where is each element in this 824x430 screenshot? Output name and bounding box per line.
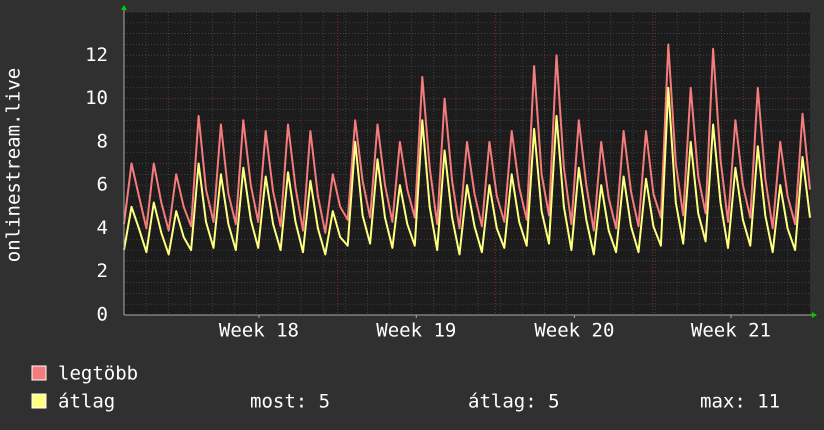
x-tick-label: Week 20 [534, 320, 614, 342]
y-tick-label: 4 [97, 217, 108, 239]
legend-label: legtöbb [58, 363, 138, 385]
axis-arrow [121, 5, 127, 10]
y-tick-label: 0 [97, 304, 108, 326]
y-axis-label: onlinestream.live [3, 68, 25, 262]
y-tick-label: 8 [97, 130, 108, 152]
legend-swatch [31, 393, 47, 409]
x-tick-label: Week 18 [219, 320, 299, 342]
stat-label: átlag: 5 [468, 391, 560, 413]
series-line [123, 86, 811, 256]
legend-swatch [31, 365, 47, 381]
y-tick-label: 10 [85, 87, 108, 109]
x-tick-label: Week 21 [691, 320, 771, 342]
y-tick-label: 12 [85, 44, 108, 66]
y-tick-label: 6 [97, 174, 108, 196]
x-tick-label: Week 19 [376, 320, 456, 342]
y-tick-label: 2 [97, 260, 108, 282]
axis-arrow [812, 312, 817, 318]
stat-label: most: 5 [250, 391, 330, 413]
series-line [123, 43, 811, 234]
legend-label: átlag [58, 391, 115, 413]
stat-label: max: 11 [700, 391, 780, 413]
